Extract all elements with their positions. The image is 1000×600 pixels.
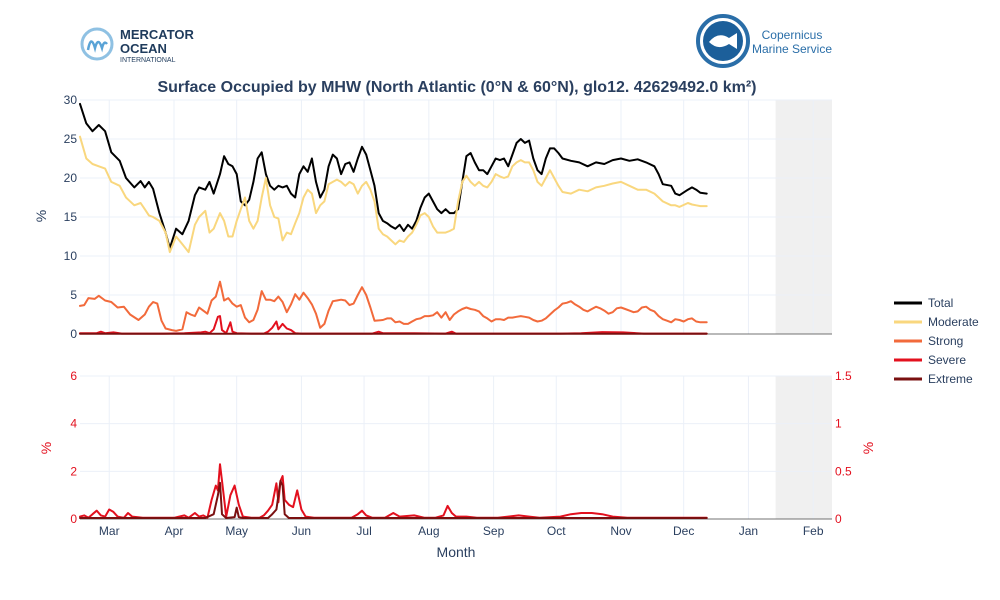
mercator-sub: OCEAN [120, 41, 167, 56]
x-tick-mar: Mar [99, 524, 120, 538]
legend-label-strong: Strong [928, 334, 963, 348]
top-y-tick-0: 0 [70, 327, 77, 341]
bottom-y-tick-4: 4 [70, 417, 77, 431]
bottom-y2-tick-1: 1 [835, 417, 842, 431]
top-series-strong [79, 280, 708, 332]
top-y-tick-5: 5 [70, 288, 77, 302]
top-y-tick-15: 15 [64, 210, 78, 224]
legend-item-extreme[interactable]: Extreme [894, 372, 973, 386]
legend-item-moderate[interactable]: Moderate [894, 315, 979, 329]
chart-title: Surface Occupied by MHW (North Atlantic … [157, 79, 756, 96]
mercator-ocean-logo: MERCATOR OCEAN INTERNATIONAL [80, 27, 195, 64]
bottom-y-tick-2: 2 [70, 464, 77, 478]
top-y-axis-title: % [33, 210, 49, 222]
bottom-series-extreme [79, 479, 708, 519]
copernicus-logo: Copernicus Marine Service [696, 14, 832, 68]
x-tick-jul: Jul [356, 524, 371, 538]
fish-icon [709, 33, 737, 49]
x-tick-may: May [225, 524, 248, 538]
bottom-y2-axis-title: % [860, 442, 876, 454]
top-series-total [79, 102, 708, 250]
bottom-y-tick-6: 6 [70, 369, 77, 383]
x-tick-feb: Feb [803, 524, 824, 538]
top-series-moderate [79, 135, 708, 254]
mercator-name: MERCATOR [120, 27, 195, 42]
x-tick-jun: Jun [292, 524, 311, 538]
x-axis-title: Month [437, 544, 476, 560]
top-y-tick-20: 20 [64, 171, 78, 185]
legend-label-extreme: Extreme [928, 372, 973, 386]
top-y-tick-25: 25 [64, 132, 78, 146]
legend-item-strong[interactable]: Strong [894, 334, 963, 348]
bottom-y2-tick-0: 0 [835, 512, 842, 526]
x-tick-oct: Oct [547, 524, 566, 538]
bottom-y-tick-0: 0 [70, 512, 77, 526]
mercator-wave-icon [86, 40, 108, 53]
copernicus-ring-icon [696, 14, 750, 68]
legend-item-total[interactable]: Total [894, 296, 953, 310]
x-tick-aug: Aug [418, 524, 439, 538]
mercator-logo-icon [80, 27, 114, 61]
mercator-tag: INTERNATIONAL [120, 57, 176, 64]
x-tick-dec: Dec [673, 524, 694, 538]
legend-label-severe: Severe [928, 353, 966, 367]
legend-label-total: Total [928, 296, 953, 310]
legend-label-moderate: Moderate [928, 315, 979, 329]
copernicus-line1: Copernicus [762, 28, 823, 42]
x-tick-nov: Nov [610, 524, 631, 538]
top-y-tick-10: 10 [64, 249, 78, 263]
legend-item-severe[interactable]: Severe [894, 353, 966, 367]
x-tick-jan: Jan [739, 524, 758, 538]
bottom-y2-tick-1.5: 1.5 [835, 369, 852, 383]
x-tick-sep: Sep [483, 524, 505, 538]
plot-area: 0 5 10 15 20 25 30 0 2 4 6 0 0.5 1 1.5 Mar Apr May Jun Jul A… [64, 93, 852, 538]
x-tick-apr: Apr [165, 524, 184, 538]
forecast-shade-bottom [775, 376, 832, 519]
bottom-y2-tick-0.5: 0.5 [835, 464, 852, 478]
legend: Total Moderate Strong Severe Extreme [894, 296, 979, 386]
copernicus-line2: Marine Service [752, 42, 832, 56]
bottom-y-axis-title: % [38, 442, 54, 454]
top-y-tick-30: 30 [64, 93, 78, 107]
